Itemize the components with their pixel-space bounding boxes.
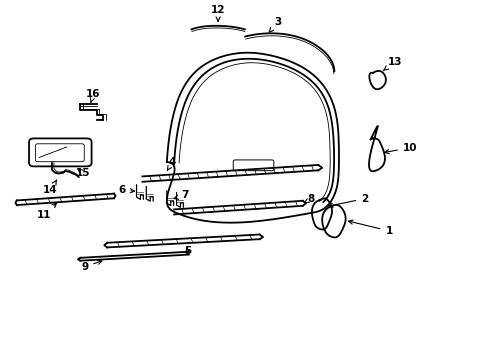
Text: 10: 10 xyxy=(385,143,417,154)
Text: 1: 1 xyxy=(348,220,393,236)
Text: 7: 7 xyxy=(174,190,189,200)
Text: 8: 8 xyxy=(305,194,315,204)
Text: 13: 13 xyxy=(383,57,403,71)
Text: 12: 12 xyxy=(211,5,225,21)
Text: 6: 6 xyxy=(118,185,134,195)
Text: 5: 5 xyxy=(184,246,191,256)
Text: 3: 3 xyxy=(270,17,282,32)
Text: 2: 2 xyxy=(329,194,368,207)
Text: 11: 11 xyxy=(36,203,56,220)
Text: 16: 16 xyxy=(86,89,101,102)
Text: 15: 15 xyxy=(75,168,90,178)
Text: 14: 14 xyxy=(43,180,58,195)
Text: 4: 4 xyxy=(168,157,176,170)
Text: 9: 9 xyxy=(81,260,102,272)
